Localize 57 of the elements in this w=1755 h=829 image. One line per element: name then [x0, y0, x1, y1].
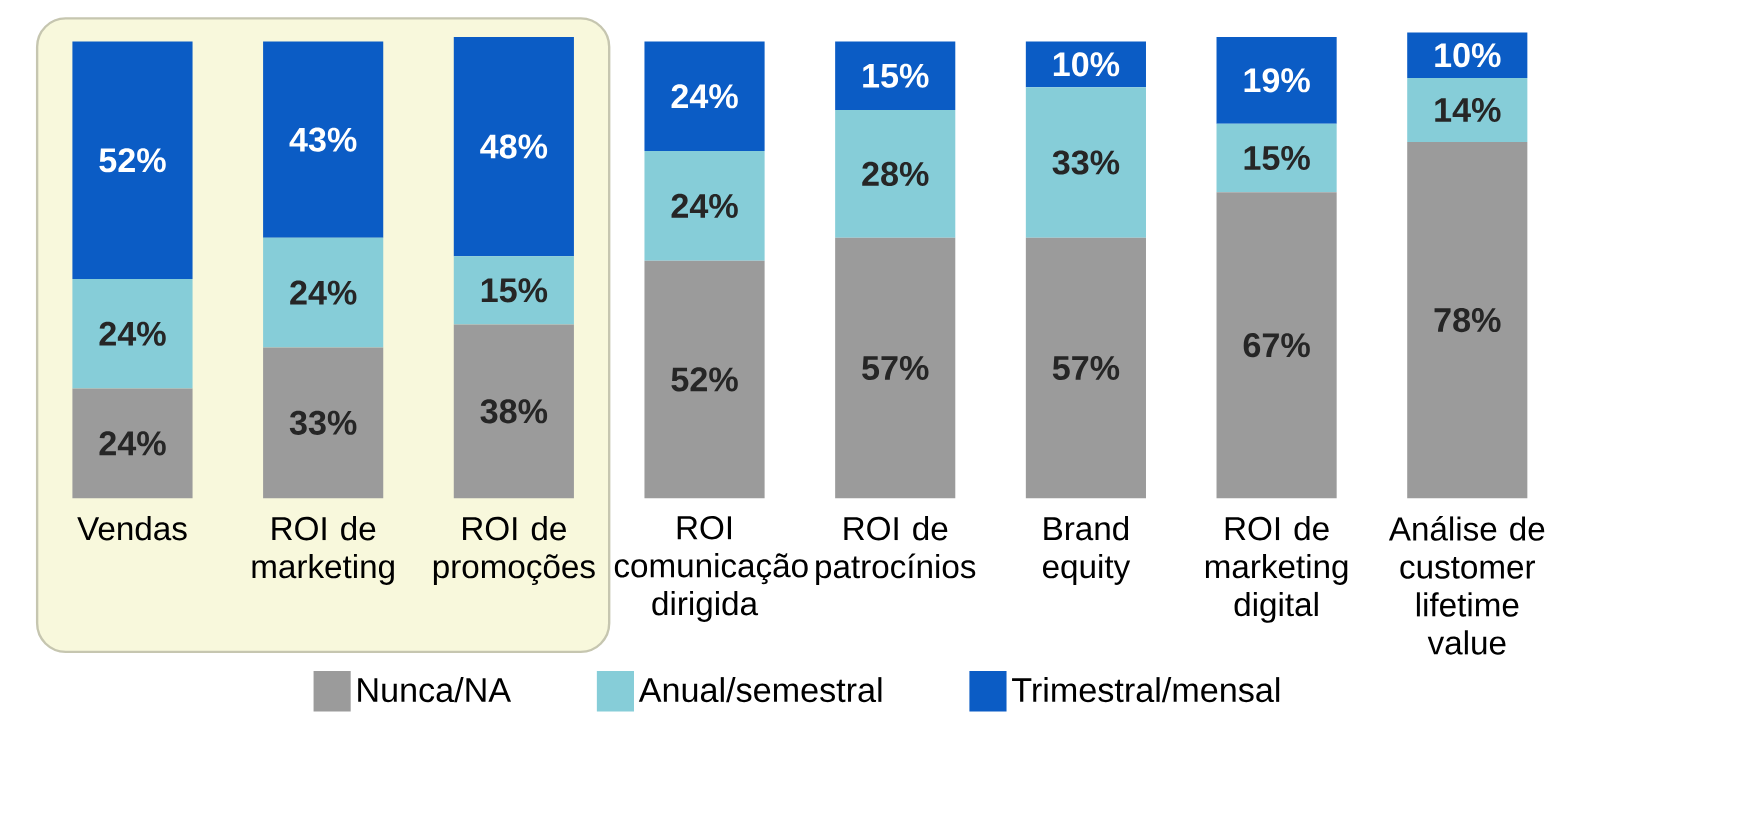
data-label: 24%: [671, 84, 738, 109]
data-label: 78%: [1434, 308, 1501, 333]
bar: [72, 279, 193, 389]
x-tick-label: ROI de promoções: [433, 516, 595, 586]
x-tick-label: ROI comunicação dirigida: [614, 516, 808, 623]
data-label: 14%: [1435, 98, 1501, 123]
data-label: 24%: [99, 321, 166, 346]
data-label: 24%: [671, 193, 738, 219]
legend-label: Anual/semestral: [638, 677, 882, 703]
data-label: 10%: [1435, 43, 1501, 68]
data-label: 28%: [862, 161, 929, 187]
data-label: 15%: [481, 278, 548, 303]
data-label: 15%: [863, 63, 929, 88]
bar: [1025, 87, 1146, 238]
x-tick-label: Brand equity: [1043, 516, 1131, 585]
bar: [453, 37, 574, 257]
bar: [1216, 192, 1337, 499]
data-label: 19%: [1244, 68, 1310, 93]
x-tick-label: ROI de marketing digital: [1205, 516, 1348, 623]
data-label: 43%: [289, 127, 357, 152]
bar: [72, 41, 193, 280]
data-label: 33%: [289, 410, 357, 435]
bar: [1407, 142, 1528, 499]
data-label: 57%: [1052, 356, 1120, 381]
data-label: 33%: [1052, 150, 1120, 175]
bar: [644, 151, 765, 261]
bar: [453, 324, 574, 499]
bar: [644, 41, 765, 152]
bar: [835, 41, 956, 111]
x-tick-label: ROI de marketing: [252, 516, 394, 585]
data-label: 48%: [480, 134, 548, 159]
data-label: 15%: [1244, 145, 1310, 171]
data-label: 67%: [1243, 333, 1310, 358]
legend-label: Nunca/NA: [358, 677, 512, 703]
bar: [644, 260, 765, 499]
data-label: 10%: [1053, 52, 1120, 77]
x-tick-label: ROI de patrocínios: [816, 516, 976, 585]
x-tick-label: Análise de customer lifetime value: [1388, 516, 1545, 655]
bar: [1216, 37, 1337, 124]
bar: [263, 347, 384, 499]
bar: [835, 110, 956, 238]
bar: [263, 237, 384, 348]
data-label: 52%: [671, 367, 738, 392]
data-label: 57%: [862, 356, 929, 381]
bar: [1407, 78, 1528, 143]
bar: [1025, 237, 1146, 499]
data-label: 24%: [290, 280, 357, 305]
bar: [1216, 123, 1337, 193]
bar: [453, 256, 574, 325]
data-label: 38%: [480, 399, 548, 424]
data-label: 24%: [99, 431, 166, 456]
data-label: 52%: [99, 148, 166, 173]
x-tick-label: Vendas: [77, 516, 187, 541]
legend-label: Trimestral/mensal: [1012, 677, 1280, 703]
bar: [835, 237, 956, 499]
bar: [72, 388, 193, 499]
bar: [263, 41, 384, 238]
